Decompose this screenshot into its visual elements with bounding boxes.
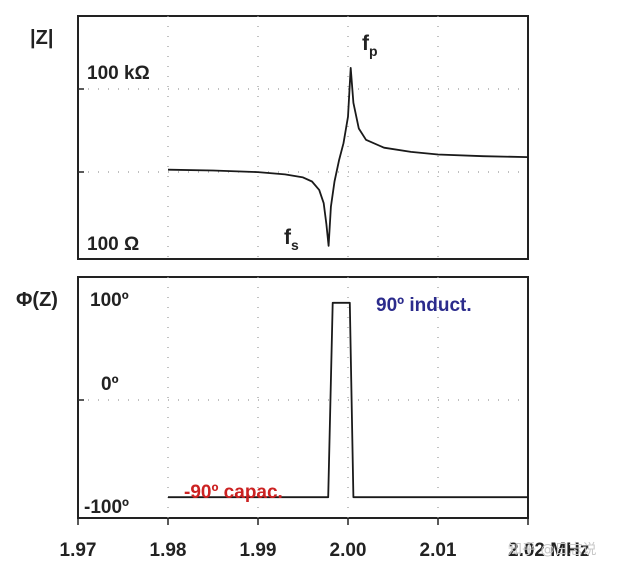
fs-annotation: fs (284, 226, 299, 253)
magnitude-axis-label: |Z| (30, 27, 53, 49)
fp-main: f (362, 32, 370, 55)
watermark: 知乎 @日志说 (508, 542, 597, 558)
fp-sub: p (369, 43, 378, 59)
magnitude-panel: |Z| 100 kΩ 100 Ω fp fs (30, 15, 529, 260)
x-axis: 1.97 1.98 1.99 2.00 2.01 2.02 MHz (60, 518, 589, 561)
phase-tick-label-top: 100º (90, 290, 129, 311)
phase-tick-label-bottom: -100º (84, 497, 129, 518)
x-tick-label-3: 2.00 (330, 540, 367, 561)
phase-curve (168, 301, 528, 499)
x-tick-label-2: 1.99 (240, 540, 277, 561)
inductive-annotation: 90º induct. (376, 295, 472, 316)
x-tick-label-5: 2.02 MHz (508, 540, 589, 561)
fs-sub: s (291, 237, 299, 253)
phase-axis-label: Φ(Z) (16, 289, 58, 311)
phase-panel: Φ(Z) 100º 0º -100º 90º induct. -90º capa… (16, 276, 529, 519)
fp-annotation: fp (362, 32, 378, 59)
magnitude-curve (167, 67, 529, 247)
x-tick-label-0: 1.97 (60, 540, 97, 561)
phase-plot-frame (77, 276, 529, 519)
phase-grid (78, 277, 528, 518)
phase-tick-label-mid: 0º (101, 374, 119, 395)
capacitive-annotation: -90º capac. (184, 482, 283, 503)
fs-main: f (284, 226, 292, 249)
magnitude-tick-label-top: 100 kΩ (87, 63, 150, 84)
x-tick-label-4: 2.01 (420, 540, 457, 561)
magnitude-grid (78, 16, 528, 259)
magnitude-plot-frame (77, 15, 529, 260)
x-tick-label-1: 1.98 (150, 540, 187, 561)
magnitude-tick-label-bottom: 100 Ω (87, 234, 139, 255)
